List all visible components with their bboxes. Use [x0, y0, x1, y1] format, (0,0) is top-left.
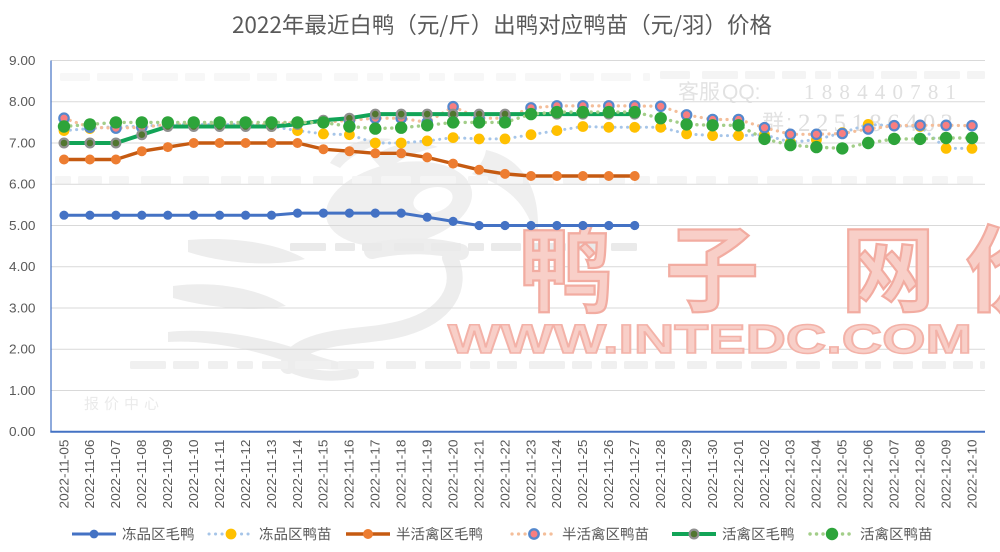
svg-text:2022-11-19: 2022-11-19 [421, 439, 435, 508]
svg-text:WWW.INTEDC.COM: WWW.INTEDC.COM [448, 316, 972, 362]
svg-text:2022-11-27: 2022-11-27 [628, 439, 642, 508]
svg-text:2022-11-08: 2022-11-08 [135, 439, 149, 508]
svg-text:2022-11-29: 2022-11-29 [680, 439, 694, 508]
svg-text:2022-12-01: 2022-12-01 [732, 439, 746, 508]
svg-text:2022-11-14: 2022-11-14 [291, 439, 305, 508]
svg-text:8.00: 8.00 [9, 95, 36, 109]
svg-text:2022-12-03: 2022-12-03 [784, 439, 798, 508]
svg-text:2022-11-16: 2022-11-16 [343, 439, 357, 508]
svg-text:3.00: 3.00 [9, 301, 36, 315]
svg-text:2022-11-30: 2022-11-30 [706, 439, 720, 508]
svg-text:2022-11-18: 2022-11-18 [395, 439, 409, 508]
svg-text:2022-12-04: 2022-12-04 [810, 439, 824, 508]
svg-text:188440781: 188440781 [804, 80, 956, 104]
svg-text:QQ:: QQ: [722, 81, 761, 104]
svg-text:0.00: 0.00 [9, 425, 36, 439]
svg-text:2022-11-05: 2022-11-05 [57, 439, 71, 508]
svg-text:4.00: 4.00 [9, 260, 36, 274]
svg-text:2022-11-23: 2022-11-23 [524, 439, 538, 508]
svg-text:2022-11-10: 2022-11-10 [187, 439, 201, 508]
svg-text:2022-11-15: 2022-11-15 [317, 439, 331, 508]
svg-text:2022-11-06: 2022-11-06 [83, 439, 97, 508]
svg-text:2022-12-09: 2022-12-09 [939, 439, 953, 508]
svg-text:2.00: 2.00 [9, 343, 36, 357]
svg-text:2022-12-07: 2022-12-07 [888, 439, 902, 508]
svg-text:7.00: 7.00 [9, 136, 36, 150]
svg-text:2022-11-22: 2022-11-22 [498, 439, 512, 508]
svg-text:9.00: 9.00 [9, 54, 36, 68]
svg-text:2022-11-11: 2022-11-11 [213, 439, 227, 508]
svg-text:2022-11-26: 2022-11-26 [602, 439, 616, 508]
svg-text:2022-11-28: 2022-11-28 [654, 439, 668, 508]
svg-text:2022-11-25: 2022-11-25 [576, 439, 590, 508]
svg-text:2022-12-02: 2022-12-02 [758, 439, 772, 508]
svg-text::: : [786, 110, 792, 135]
svg-text:2022-11-12: 2022-11-12 [239, 439, 253, 508]
svg-text:2022-12-08: 2022-12-08 [913, 439, 927, 508]
svg-text:2022-12-10: 2022-12-10 [965, 439, 979, 508]
svg-text:2022-11-07: 2022-11-07 [109, 439, 123, 508]
svg-text:6.00: 6.00 [9, 178, 36, 192]
svg-text:1.00: 1.00 [9, 384, 36, 398]
svg-text:2022-11-13: 2022-11-13 [265, 439, 279, 508]
svg-text:5.00: 5.00 [9, 219, 36, 233]
svg-text:2022-11-17: 2022-11-17 [369, 439, 383, 508]
svg-text:2022-12-05: 2022-12-05 [836, 439, 850, 508]
svg-text:2022-11-24: 2022-11-24 [550, 439, 564, 508]
svg-text:2022-12-06: 2022-12-06 [862, 439, 876, 508]
svg-text:2022-11-21: 2022-11-21 [472, 439, 486, 508]
svg-text:2022-11-20: 2022-11-20 [446, 439, 460, 508]
svg-text:2022-11-09: 2022-11-09 [161, 439, 175, 508]
